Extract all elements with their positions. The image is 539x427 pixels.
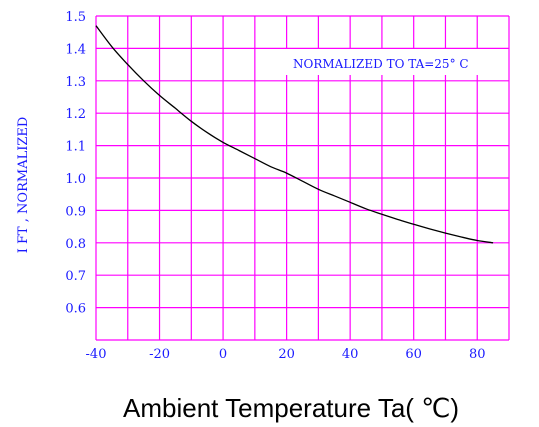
series-line bbox=[95, 25, 494, 244]
y-tick-label: 1.1 bbox=[65, 140, 86, 155]
curve-layer bbox=[95, 25, 494, 244]
y-tick-labels: 1.5 1.4 1.3 1.2 1.1 1.0 0.9 0.8 0.7 0.6 bbox=[65, 10, 86, 317]
y-tick-label: 1.3 bbox=[65, 75, 86, 90]
y-axis-label: I FT , NORMALIZED bbox=[16, 117, 31, 254]
y-tick-label: 1.2 bbox=[65, 107, 86, 122]
y-tick-label: 0.7 bbox=[65, 269, 86, 284]
y-tick-label: 1.0 bbox=[65, 172, 86, 187]
y-tick-label: 0.9 bbox=[65, 204, 86, 219]
x-tick-label: 20 bbox=[278, 347, 295, 362]
y-tick-label: 0.6 bbox=[65, 302, 86, 317]
y-tick-label: 1.5 bbox=[65, 10, 86, 25]
x-tick-label: -40 bbox=[86, 347, 107, 362]
annotation: NORMALIZED TO TA=25° C bbox=[293, 57, 469, 71]
y-tick-label: 1.4 bbox=[65, 42, 86, 57]
x-axis-label: Ambient Temperature Ta( ℃) bbox=[123, 393, 459, 423]
x-tick-label: 40 bbox=[342, 347, 359, 362]
x-tick-labels: -40 -20 0 20 40 60 80 bbox=[86, 347, 486, 362]
y-tick-label: 0.8 bbox=[65, 237, 86, 252]
annotation-box bbox=[283, 49, 483, 75]
x-tick-label: -20 bbox=[149, 347, 170, 362]
x-tick-label: 60 bbox=[405, 347, 422, 362]
x-tick-label: 80 bbox=[469, 347, 486, 362]
x-tick-label: 0 bbox=[219, 347, 227, 362]
